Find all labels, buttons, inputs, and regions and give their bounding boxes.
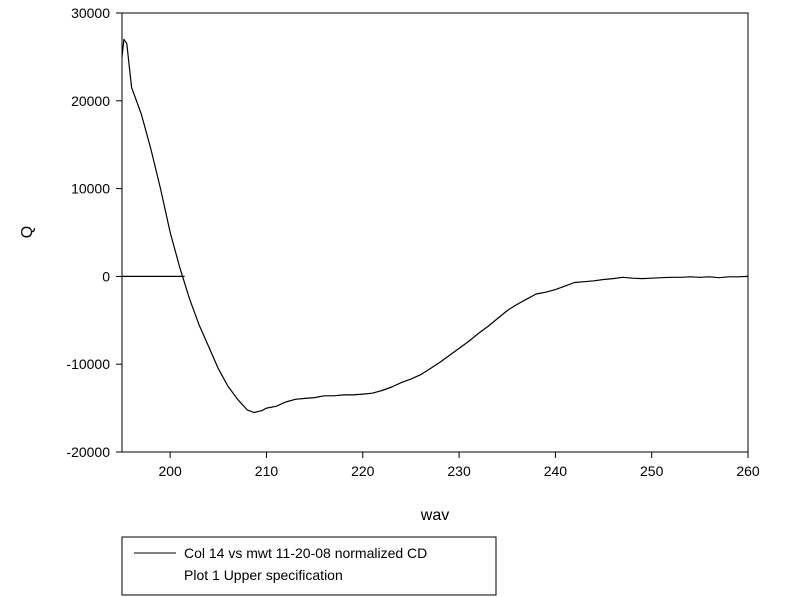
y-axis: -20000 -10000 0 10000 20000 30000: [66, 5, 122, 460]
y-tick-label--10000: -10000: [66, 356, 110, 372]
x-axis-label: wav: [420, 507, 449, 524]
legend-label-series-1: Col 14 vs mwt 11-20-08 normalized CD: [184, 545, 427, 561]
x-tick-label-200: 200: [158, 463, 182, 479]
legend: Col 14 vs mwt 11-20-08 normalized CD Plo…: [121, 536, 497, 596]
x-tick-label-260: 260: [736, 463, 760, 479]
x-tick-label-250: 250: [640, 463, 664, 479]
series-layer: [121, 38, 749, 414]
x-tick-label-240: 240: [544, 463, 568, 479]
y-tick-label-0: 0: [102, 268, 110, 284]
x-tick-label-210: 210: [255, 463, 279, 479]
plot-area-frame: [121, 12, 749, 453]
x-tick-label-230: 230: [447, 463, 471, 479]
y-tick-label--20000: -20000: [66, 444, 110, 460]
x-axis: 200 210 220 230 240 250 260: [158, 452, 760, 479]
legend-label-series-2: Plot 1 Upper specification: [184, 567, 343, 583]
x-tick-label-220: 220: [351, 463, 375, 479]
legend-box: [121, 536, 497, 596]
y-tick-label-20000: 20000: [71, 93, 110, 109]
y-tick-label-30000: 30000: [71, 5, 110, 21]
y-axis-label: Q: [19, 226, 36, 238]
y-tick-label-10000: 10000: [71, 181, 110, 197]
series-line-1: [121, 38, 749, 414]
